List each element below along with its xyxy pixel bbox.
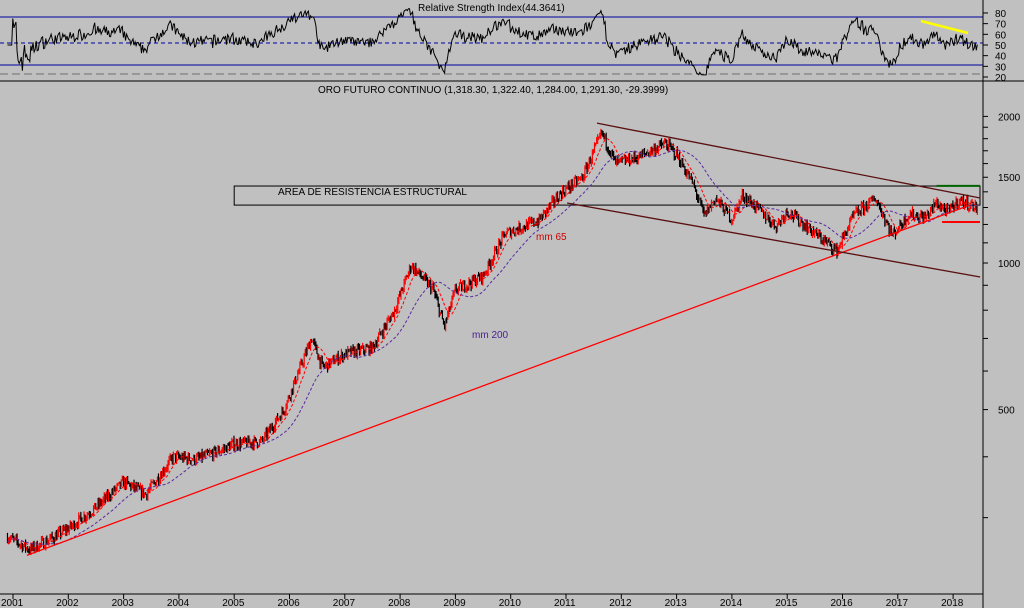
rsi-tick-label: 80 — [995, 9, 1007, 20]
x-tick-label: 2003 — [112, 598, 135, 608]
price-tick-label: 2000 — [998, 112, 1021, 123]
x-tick-label: 2011 — [554, 598, 576, 608]
x-tick-label: 2007 — [333, 598, 356, 608]
rsi-tick-label: 50 — [995, 41, 1007, 52]
x-tick-label: 2013 — [665, 598, 688, 608]
x-tick-label: 2004 — [167, 598, 190, 608]
rsi-tick-label: 20 — [995, 73, 1007, 84]
x-tick-label: 2006 — [278, 598, 301, 608]
trendline-channel-lower — [566, 202, 981, 278]
x-tick-label: 2002 — [56, 598, 79, 608]
x-tick-label: 2015 — [775, 598, 798, 608]
rsi-title: Relative Strength Index(44.3641) — [418, 3, 565, 14]
rsi-tick-label: 70 — [995, 20, 1007, 31]
trendline-support — [26, 204, 970, 556]
x-tick-label: 2016 — [831, 598, 854, 608]
rsi-tick-label: 60 — [995, 30, 1007, 41]
rsi-line — [7, 8, 978, 76]
resistance-zone — [233, 185, 981, 206]
x-tick-label: 2014 — [720, 598, 743, 608]
x-tick-label: 2010 — [499, 598, 522, 608]
price-tick-label: 1000 — [998, 259, 1021, 270]
x-tick-label: 2012 — [609, 598, 632, 608]
rsi-panel — [0, 8, 983, 76]
x-tick-label: 2001 — [1, 598, 24, 608]
x-tick-label: 2018 — [941, 598, 964, 608]
x-tick-label: 2009 — [443, 598, 466, 608]
trendline-channel-upper — [596, 122, 981, 199]
price-tick-label: 500 — [998, 406, 1015, 417]
rsi-tick-label: 40 — [995, 52, 1007, 63]
x-tick-label: 2005 — [222, 598, 245, 608]
mm200-label: mm 200 — [472, 330, 509, 341]
price-title: ORO FUTURO CONTINUO (1,318.30, 1,322.40,… — [318, 85, 668, 96]
x-tick-label: 2008 — [388, 598, 411, 608]
rsi-tick-label: 30 — [995, 62, 1007, 73]
moving-average-200 — [7, 149, 978, 545]
rsi-divergence-line — [920, 19, 969, 35]
price-tick-label: 1500 — [998, 173, 1021, 184]
price-panel — [6, 122, 981, 556]
moving-average-65 — [7, 138, 978, 549]
resistance-label: AREA DE RESISTENCIA ESTRUCTURAL — [278, 187, 467, 198]
x-tick-label: 2017 — [886, 598, 909, 608]
mm65-label: mm 65 — [536, 232, 567, 243]
